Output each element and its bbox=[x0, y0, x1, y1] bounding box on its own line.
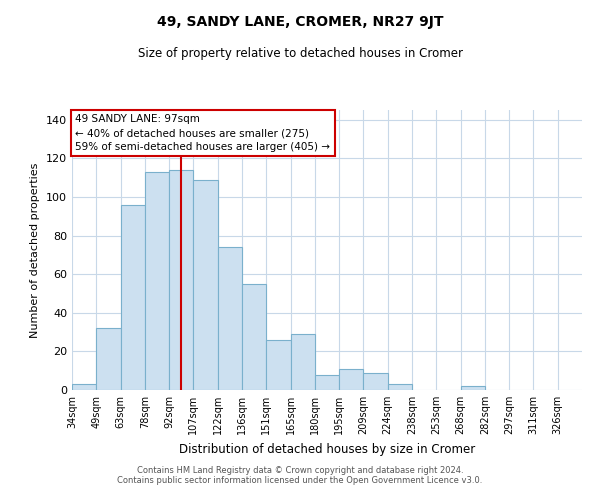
Bar bbox=[169, 170, 193, 390]
Bar bbox=[193, 180, 218, 390]
Bar bbox=[388, 384, 412, 390]
Bar bbox=[145, 172, 169, 390]
Text: Size of property relative to detached houses in Cromer: Size of property relative to detached ho… bbox=[137, 48, 463, 60]
Bar bbox=[339, 369, 364, 390]
Text: 49 SANDY LANE: 97sqm
← 40% of detached houses are smaller (275)
59% of semi-deta: 49 SANDY LANE: 97sqm ← 40% of detached h… bbox=[76, 114, 331, 152]
Bar bbox=[461, 386, 485, 390]
Bar bbox=[364, 372, 388, 390]
Bar bbox=[266, 340, 290, 390]
Bar bbox=[72, 384, 96, 390]
X-axis label: Distribution of detached houses by size in Cromer: Distribution of detached houses by size … bbox=[179, 442, 475, 456]
Y-axis label: Number of detached properties: Number of detached properties bbox=[31, 162, 40, 338]
Bar bbox=[315, 374, 339, 390]
Bar bbox=[218, 247, 242, 390]
Bar bbox=[290, 334, 315, 390]
Bar bbox=[242, 284, 266, 390]
Bar bbox=[96, 328, 121, 390]
Bar bbox=[121, 204, 145, 390]
Text: 49, SANDY LANE, CROMER, NR27 9JT: 49, SANDY LANE, CROMER, NR27 9JT bbox=[157, 15, 443, 29]
Text: Contains HM Land Registry data © Crown copyright and database right 2024.
Contai: Contains HM Land Registry data © Crown c… bbox=[118, 466, 482, 485]
